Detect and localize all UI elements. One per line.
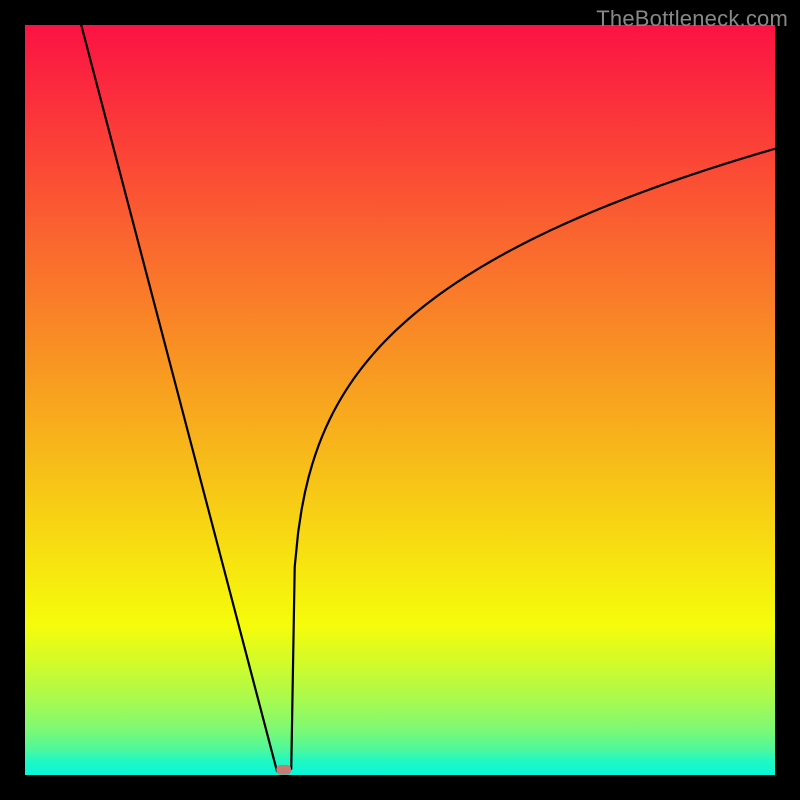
bottleneck-chart	[0, 0, 800, 800]
chart-plot-area	[25, 25, 775, 775]
watermark-text: TheBottleneck.com	[596, 6, 788, 32]
chart-container: TheBottleneck.com	[0, 0, 800, 800]
optimal-point-marker	[276, 765, 291, 775]
